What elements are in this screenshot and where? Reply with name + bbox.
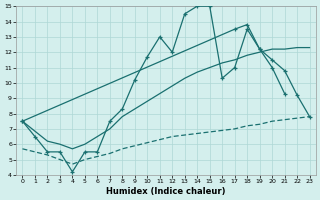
X-axis label: Humidex (Indice chaleur): Humidex (Indice chaleur) <box>106 187 226 196</box>
